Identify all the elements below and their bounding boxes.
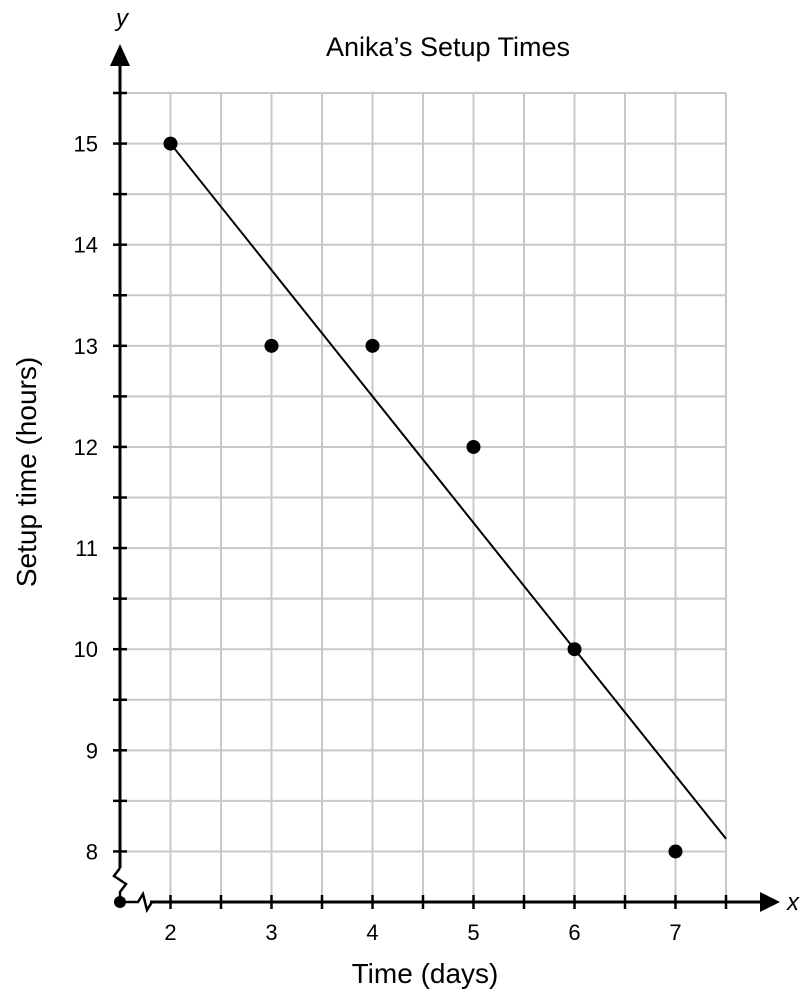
y-tick-label: 8 bbox=[86, 839, 98, 864]
y-tick-label: 15 bbox=[74, 132, 98, 157]
chart-title: Anika’s Setup Times bbox=[326, 32, 570, 62]
y-axis-letter: y bbox=[114, 5, 130, 32]
x-tick-label: 7 bbox=[669, 920, 681, 945]
trend-line bbox=[169, 142, 727, 840]
x-tick-label: 6 bbox=[568, 920, 580, 945]
grid bbox=[120, 92, 727, 902]
data-points bbox=[163, 136, 683, 859]
y-tick-label: 12 bbox=[74, 435, 98, 460]
data-point bbox=[365, 338, 380, 353]
data-point bbox=[466, 439, 481, 454]
x-axis-break-icon bbox=[120, 890, 154, 914]
data-point bbox=[567, 642, 582, 657]
data-point bbox=[668, 844, 683, 859]
trend-line-group bbox=[169, 142, 727, 840]
y-axis-break-icon bbox=[112, 867, 128, 902]
axes bbox=[110, 44, 780, 914]
data-point bbox=[163, 136, 178, 151]
x-tick-label: 4 bbox=[366, 920, 378, 945]
x-axis-letter: x bbox=[786, 889, 800, 916]
x-tick-label: 3 bbox=[265, 920, 277, 945]
origin-dot-icon bbox=[114, 896, 126, 908]
x-tick-label: 2 bbox=[164, 920, 176, 945]
y-axis-arrow-icon bbox=[110, 44, 130, 66]
x-axis-title: Time (days) bbox=[352, 958, 499, 989]
y-tick-label: 10 bbox=[74, 637, 98, 662]
y-tick-label: 14 bbox=[74, 233, 98, 258]
y-tick-label: 11 bbox=[75, 536, 98, 561]
data-point bbox=[264, 338, 279, 353]
y-tick-label: 9 bbox=[86, 738, 98, 763]
y-axis-title: Setup time (hours) bbox=[11, 357, 42, 587]
x-axis-arrow-icon bbox=[760, 892, 780, 912]
x-tick-label: 5 bbox=[467, 920, 479, 945]
y-tick-label: 13 bbox=[74, 334, 98, 359]
tick-labels: 8 9 10 11 12 13 14 15 2 3 4 5 6 7 bbox=[74, 132, 682, 945]
